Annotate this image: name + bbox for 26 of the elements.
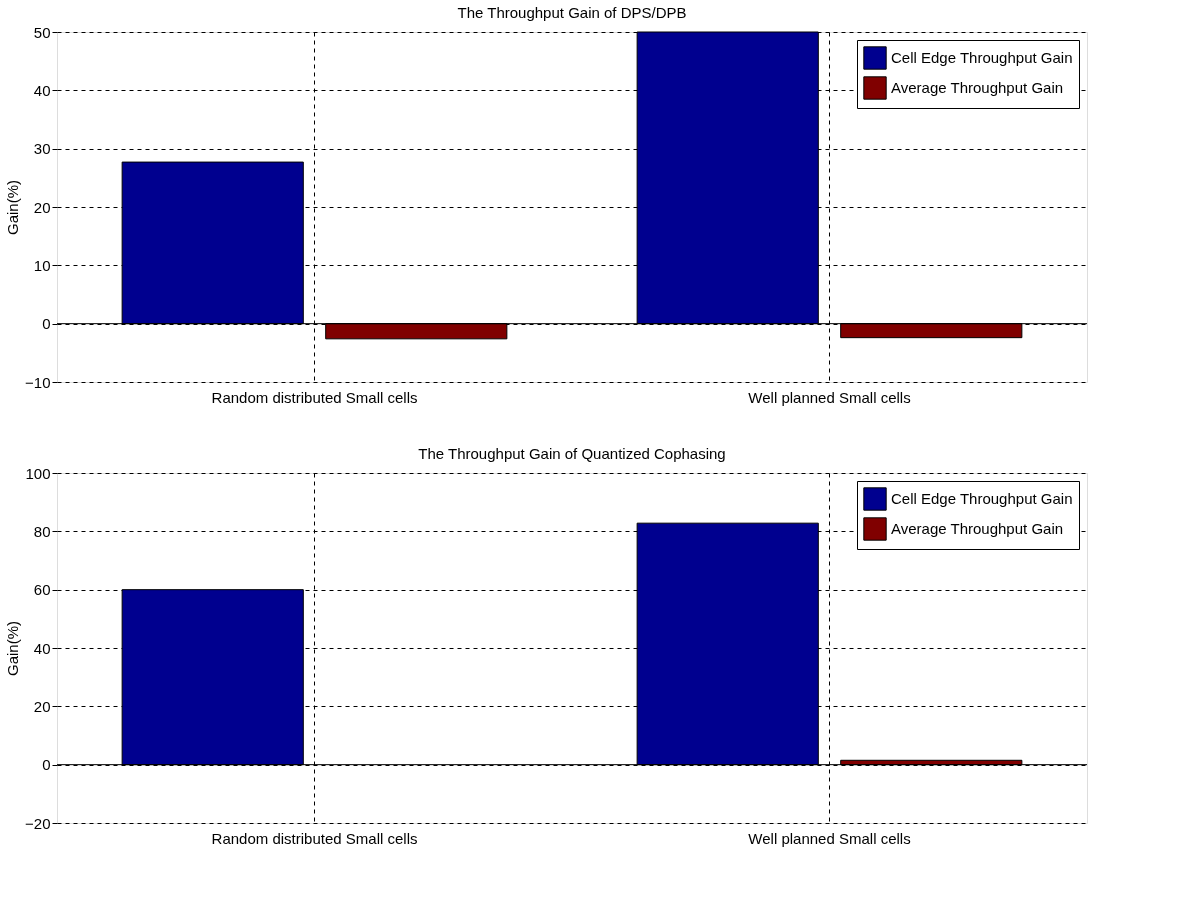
legend-label: Average Throughput Gain — [891, 520, 1064, 537]
y-tick-label: 100 — [25, 464, 51, 482]
y-tick-label: 50 — [33, 23, 51, 41]
y-tick-label: −20 — [25, 814, 51, 832]
y-tick-label: 40 — [33, 81, 51, 99]
y-tick-label: 0 — [42, 756, 51, 774]
y-axis-title: Gain(%) — [4, 179, 22, 236]
legend-label: Cell Edge Throughput Gain — [891, 490, 1073, 507]
y-tick-label: 10 — [33, 256, 51, 274]
y-tick-label: 20 — [33, 198, 51, 216]
y-tick-label: −10 — [25, 373, 51, 391]
y-tick-label: 40 — [33, 639, 51, 657]
x-tick-label: Random distributed Small cells — [211, 388, 418, 406]
x-tick-label: Well planned Small cells — [748, 829, 911, 847]
y-tick-label: 80 — [33, 522, 51, 540]
chart-title: The Throughput Gain of Quantized Cophasing — [418, 445, 726, 462]
y-tick-label: 60 — [33, 581, 51, 599]
y-tick-label: 20 — [33, 697, 51, 715]
y-tick-label: 0 — [42, 315, 51, 333]
legend-label: Average Throughput Gain — [891, 79, 1064, 96]
y-tick-label: 30 — [33, 140, 51, 158]
x-tick-label: Random distributed Small cells — [211, 829, 418, 847]
chart-title: The Throughput Gain of DPS/DPB — [457, 4, 687, 21]
y-axis-title: Gain(%) — [4, 620, 22, 677]
x-tick-label: Well planned Small cells — [748, 388, 911, 406]
legend-label: Cell Edge Throughput Gain — [891, 49, 1073, 66]
